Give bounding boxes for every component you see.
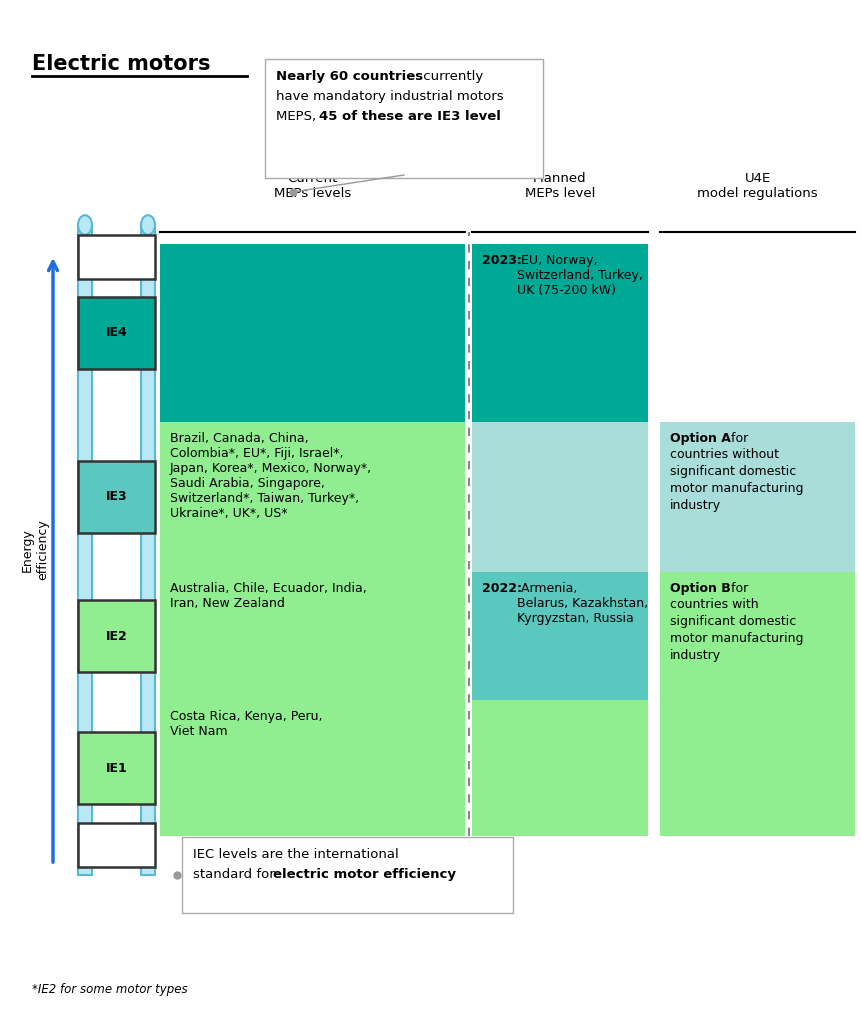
Text: standard for: standard for — [193, 868, 279, 881]
FancyBboxPatch shape — [182, 837, 513, 913]
Text: Option B: Option B — [670, 582, 731, 595]
Text: IE3: IE3 — [106, 490, 127, 504]
Text: Electric motors: Electric motors — [32, 54, 210, 74]
FancyBboxPatch shape — [160, 572, 465, 700]
Text: *IE2 for some motor types: *IE2 for some motor types — [32, 983, 188, 996]
FancyBboxPatch shape — [78, 461, 155, 534]
Text: Brazil, Canada, China,
Colombia*, EU*, Fiji, Israel*,
Japan, Korea*, Mexico, Nor: Brazil, Canada, China, Colombia*, EU*, F… — [170, 432, 372, 520]
FancyBboxPatch shape — [78, 600, 155, 672]
Text: Costa Rica, Kenya, Peru,
Viet Nam: Costa Rica, Kenya, Peru, Viet Nam — [170, 710, 323, 738]
Text: Option A: Option A — [670, 432, 731, 445]
Text: Armenia,
Belarus, Kazakhstan,
Kyrgyzstan, Russia: Armenia, Belarus, Kazakhstan, Kyrgyzstan… — [517, 582, 648, 625]
FancyBboxPatch shape — [78, 732, 155, 804]
Text: IE2: IE2 — [106, 630, 127, 642]
Text: electric motor efficiency: electric motor efficiency — [273, 868, 456, 881]
Text: 45 of these are IE3 level: 45 of these are IE3 level — [319, 110, 501, 123]
Text: U4E
model regulations: U4E model regulations — [697, 172, 818, 200]
Text: Australia, Chile, Ecuador, India,
Iran, New Zealand: Australia, Chile, Ecuador, India, Iran, … — [170, 582, 367, 610]
Text: 2022:: 2022: — [482, 582, 522, 595]
FancyBboxPatch shape — [78, 234, 155, 279]
FancyBboxPatch shape — [472, 572, 648, 700]
Text: 2023:: 2023: — [482, 254, 522, 267]
Text: currently: currently — [419, 70, 483, 83]
Ellipse shape — [141, 215, 155, 234]
FancyBboxPatch shape — [660, 572, 855, 836]
FancyBboxPatch shape — [472, 244, 648, 422]
Text: MEPS,: MEPS, — [276, 110, 320, 123]
Text: for: for — [727, 432, 748, 445]
FancyBboxPatch shape — [160, 244, 465, 422]
Text: countries with
significant domestic
motor manufacturing
industry: countries with significant domestic moto… — [670, 598, 803, 662]
FancyBboxPatch shape — [78, 823, 155, 867]
Text: have mandatory industrial motors: have mandatory industrial motors — [276, 90, 504, 103]
FancyBboxPatch shape — [141, 225, 155, 874]
FancyBboxPatch shape — [160, 700, 465, 836]
Text: IEC levels are the international: IEC levels are the international — [193, 848, 399, 861]
Ellipse shape — [78, 215, 92, 234]
FancyBboxPatch shape — [78, 297, 155, 369]
Text: Nearly 60 countries: Nearly 60 countries — [276, 70, 423, 83]
FancyBboxPatch shape — [472, 700, 648, 836]
Text: countries without
significant domestic
motor manufacturing
industry: countries without significant domestic m… — [670, 449, 803, 512]
Text: Planned
MEPs level: Planned MEPs level — [525, 172, 595, 200]
Text: Energy
efficiency: Energy efficiency — [21, 519, 49, 581]
Text: EU, Norway,
Switzerland, Turkey,
UK (75-200 kW): EU, Norway, Switzerland, Turkey, UK (75-… — [517, 254, 643, 297]
Text: for: for — [727, 582, 748, 595]
FancyBboxPatch shape — [78, 225, 92, 874]
FancyBboxPatch shape — [472, 422, 648, 572]
FancyBboxPatch shape — [660, 422, 855, 572]
Text: IE4: IE4 — [106, 327, 127, 340]
Text: IE1: IE1 — [106, 762, 127, 774]
Text: Current
MEPs levels: Current MEPs levels — [274, 172, 351, 200]
FancyBboxPatch shape — [160, 422, 465, 572]
FancyBboxPatch shape — [265, 59, 543, 178]
